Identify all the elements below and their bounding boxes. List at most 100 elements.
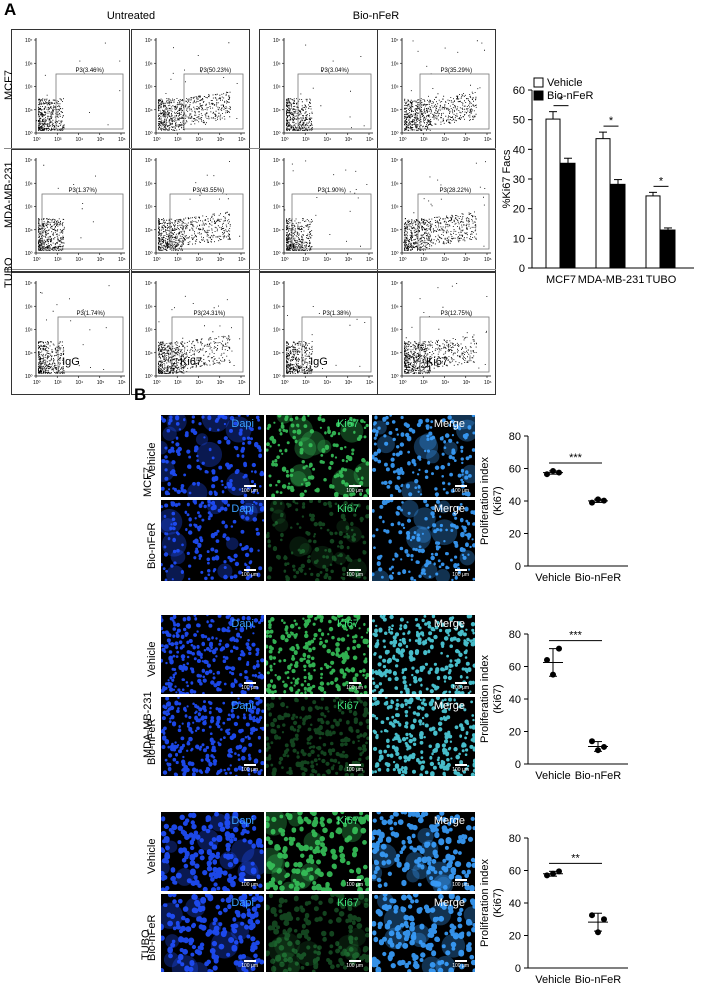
- scatter-category-label: Bio-nFeR: [575, 770, 622, 782]
- svg-text:10⁵: 10⁵: [345, 257, 353, 263]
- bar: [545, 118, 561, 269]
- scale-bar-label: 100 μm: [452, 882, 469, 888]
- svg-text:10⁵: 10⁵: [25, 328, 33, 334]
- treatment-label: Vehicle: [146, 838, 158, 874]
- svg-text:10⁴: 10⁴: [145, 351, 153, 357]
- scatter-point: [589, 738, 595, 745]
- scatter-y-tick-label: 40: [509, 496, 521, 508]
- svg-text:10⁰: 10⁰: [281, 137, 289, 143]
- facs-gate-label: P3(1.37%): [68, 188, 97, 194]
- svg-text:10⁶: 10⁶: [238, 257, 246, 263]
- scale-bar-label: 100 μm: [241, 685, 258, 691]
- svg-text:10⁴: 10⁴: [324, 380, 332, 386]
- channel-label: Merge: [433, 700, 465, 712]
- scatter-y-tick-label: 20: [509, 529, 521, 541]
- svg-text:10⁵: 10⁵: [145, 205, 153, 211]
- scale-bar-label: 100 μm: [241, 882, 258, 888]
- svg-text:10⁷: 10⁷: [273, 158, 281, 164]
- scale-bar-label: 100 μm: [241, 572, 258, 578]
- bar: [560, 162, 576, 269]
- micrograph: Merge 100 μm: [372, 615, 475, 694]
- facs-plot: 10⁰ 10⁰ 10³ 10⁴ 10⁴ 10⁵ 10⁵ 10⁶ 10⁶ 10⁷ P3(35.29%): [377, 29, 496, 152]
- scale-bar: 100 μm: [241, 879, 258, 888]
- channel-label: Dapi: [231, 503, 254, 515]
- svg-text:10⁴: 10⁴: [145, 108, 153, 114]
- svg-text:10⁰: 10⁰: [25, 131, 33, 137]
- svg-text:10⁴: 10⁴: [391, 351, 399, 357]
- svg-text:10⁴: 10⁴: [273, 351, 281, 357]
- svg-text:10⁴: 10⁴: [391, 228, 399, 234]
- svg-text:10⁵: 10⁵: [25, 205, 33, 211]
- scale-bar-label: 100 μm: [346, 488, 363, 494]
- svg-text:10⁵: 10⁵: [217, 380, 225, 386]
- scale-bar: 100 μm: [346, 569, 363, 578]
- svg-text:10⁵: 10⁵: [273, 328, 281, 334]
- svg-text:10⁴: 10⁴: [196, 137, 204, 143]
- scatter-y-tick-label: 60: [509, 464, 521, 476]
- scatter-point: [544, 872, 550, 879]
- svg-text:10⁶: 10⁶: [484, 257, 492, 263]
- svg-text:10⁴: 10⁴: [76, 380, 84, 386]
- svg-text:10⁴: 10⁴: [76, 137, 84, 143]
- panel-a-letter: A: [4, 0, 17, 19]
- scatter-point: [550, 870, 556, 877]
- facs-gate-label: P3(1.38%): [322, 311, 351, 317]
- bar: [595, 138, 611, 269]
- scale-bar-label: 100 μm: [241, 767, 258, 773]
- svg-text:10³: 10³: [420, 380, 428, 386]
- svg-text:10⁰: 10⁰: [25, 251, 33, 257]
- scale-bar: 100 μm: [346, 764, 363, 773]
- svg-text:10³: 10³: [174, 137, 182, 143]
- scale-bar-label: 100 μm: [452, 767, 469, 773]
- scatter-y-tick-label: 60: [509, 866, 521, 878]
- svg-text:10⁵: 10⁵: [463, 380, 471, 386]
- svg-text:10⁷: 10⁷: [145, 38, 153, 44]
- svg-text:10⁴: 10⁴: [442, 137, 450, 143]
- svg-text:10⁵: 10⁵: [273, 205, 281, 211]
- channel-label: Ki67: [336, 897, 359, 909]
- facs-plot: 10⁰ 10⁰ 10³ 10⁴ 10⁴ 10⁵ 10⁵ 10⁶ 10⁶ 10⁷ P3(1.90%): [259, 149, 378, 272]
- svg-text:10⁰: 10⁰: [391, 374, 399, 380]
- micrograph: Dapi 100 μm: [161, 415, 264, 497]
- panel-b-letter: B: [134, 385, 147, 404]
- scale-bar-label: 100 μm: [346, 572, 363, 578]
- svg-text:10⁰: 10⁰: [399, 257, 407, 263]
- scale-bar-label: 100 μm: [241, 963, 258, 969]
- scatter-category-label: Bio-nFeR: [575, 974, 622, 986]
- scatter-y-axis-label: Proliferation index(Ki67): [479, 654, 504, 743]
- bar-significance: *: [609, 115, 614, 127]
- svg-text:10⁵: 10⁵: [463, 257, 471, 263]
- micrograph: Dapi 100 μm: [161, 894, 264, 972]
- svg-text:10⁵: 10⁵: [391, 328, 399, 334]
- svg-text:10⁰: 10⁰: [153, 380, 161, 386]
- channel-label: Ki67: [336, 815, 359, 827]
- legend-swatch: [533, 77, 544, 88]
- channel-label: Ki67: [336, 700, 359, 712]
- svg-text:10⁴: 10⁴: [25, 228, 33, 234]
- svg-text:10⁵: 10⁵: [345, 380, 353, 386]
- bar-y-tick-label: 20: [513, 204, 525, 216]
- channel-label: Ki67: [336, 618, 359, 630]
- svg-text:10⁶: 10⁶: [25, 304, 33, 310]
- scatter-significance: ***: [569, 452, 583, 464]
- svg-text:10⁶: 10⁶: [25, 61, 33, 67]
- svg-text:10⁶: 10⁶: [145, 304, 153, 310]
- facs-gate-label: P3(3.46%): [75, 68, 104, 74]
- scatter-category-label: Bio-nFeR: [575, 572, 622, 584]
- svg-text:10⁰: 10⁰: [145, 251, 153, 257]
- svg-text:10⁵: 10⁵: [145, 328, 153, 334]
- scale-bar-label: 100 μm: [346, 963, 363, 969]
- svg-text:10³: 10³: [54, 257, 62, 263]
- facs-gate-label: P3(1.90%): [317, 188, 346, 194]
- channel-label: Merge: [433, 897, 465, 909]
- facs-col-label-igg-1: IgG: [62, 356, 80, 368]
- svg-text:10⁵: 10⁵: [25, 85, 33, 91]
- scatter-category-label: Vehicle: [535, 572, 570, 584]
- prolif-chart-tubo: 0 20 40 60 80 Proliferation index(Ki67) Vehicl…: [479, 833, 628, 986]
- svg-text:10⁵: 10⁵: [217, 257, 225, 263]
- scale-bar: 100 μm: [241, 569, 258, 578]
- scale-bar: 100 μm: [346, 485, 363, 494]
- svg-text:10⁶: 10⁶: [118, 137, 126, 143]
- facs-row-label-mda: MDA-MB-231: [3, 161, 15, 228]
- scale-bar: 100 μm: [241, 960, 258, 969]
